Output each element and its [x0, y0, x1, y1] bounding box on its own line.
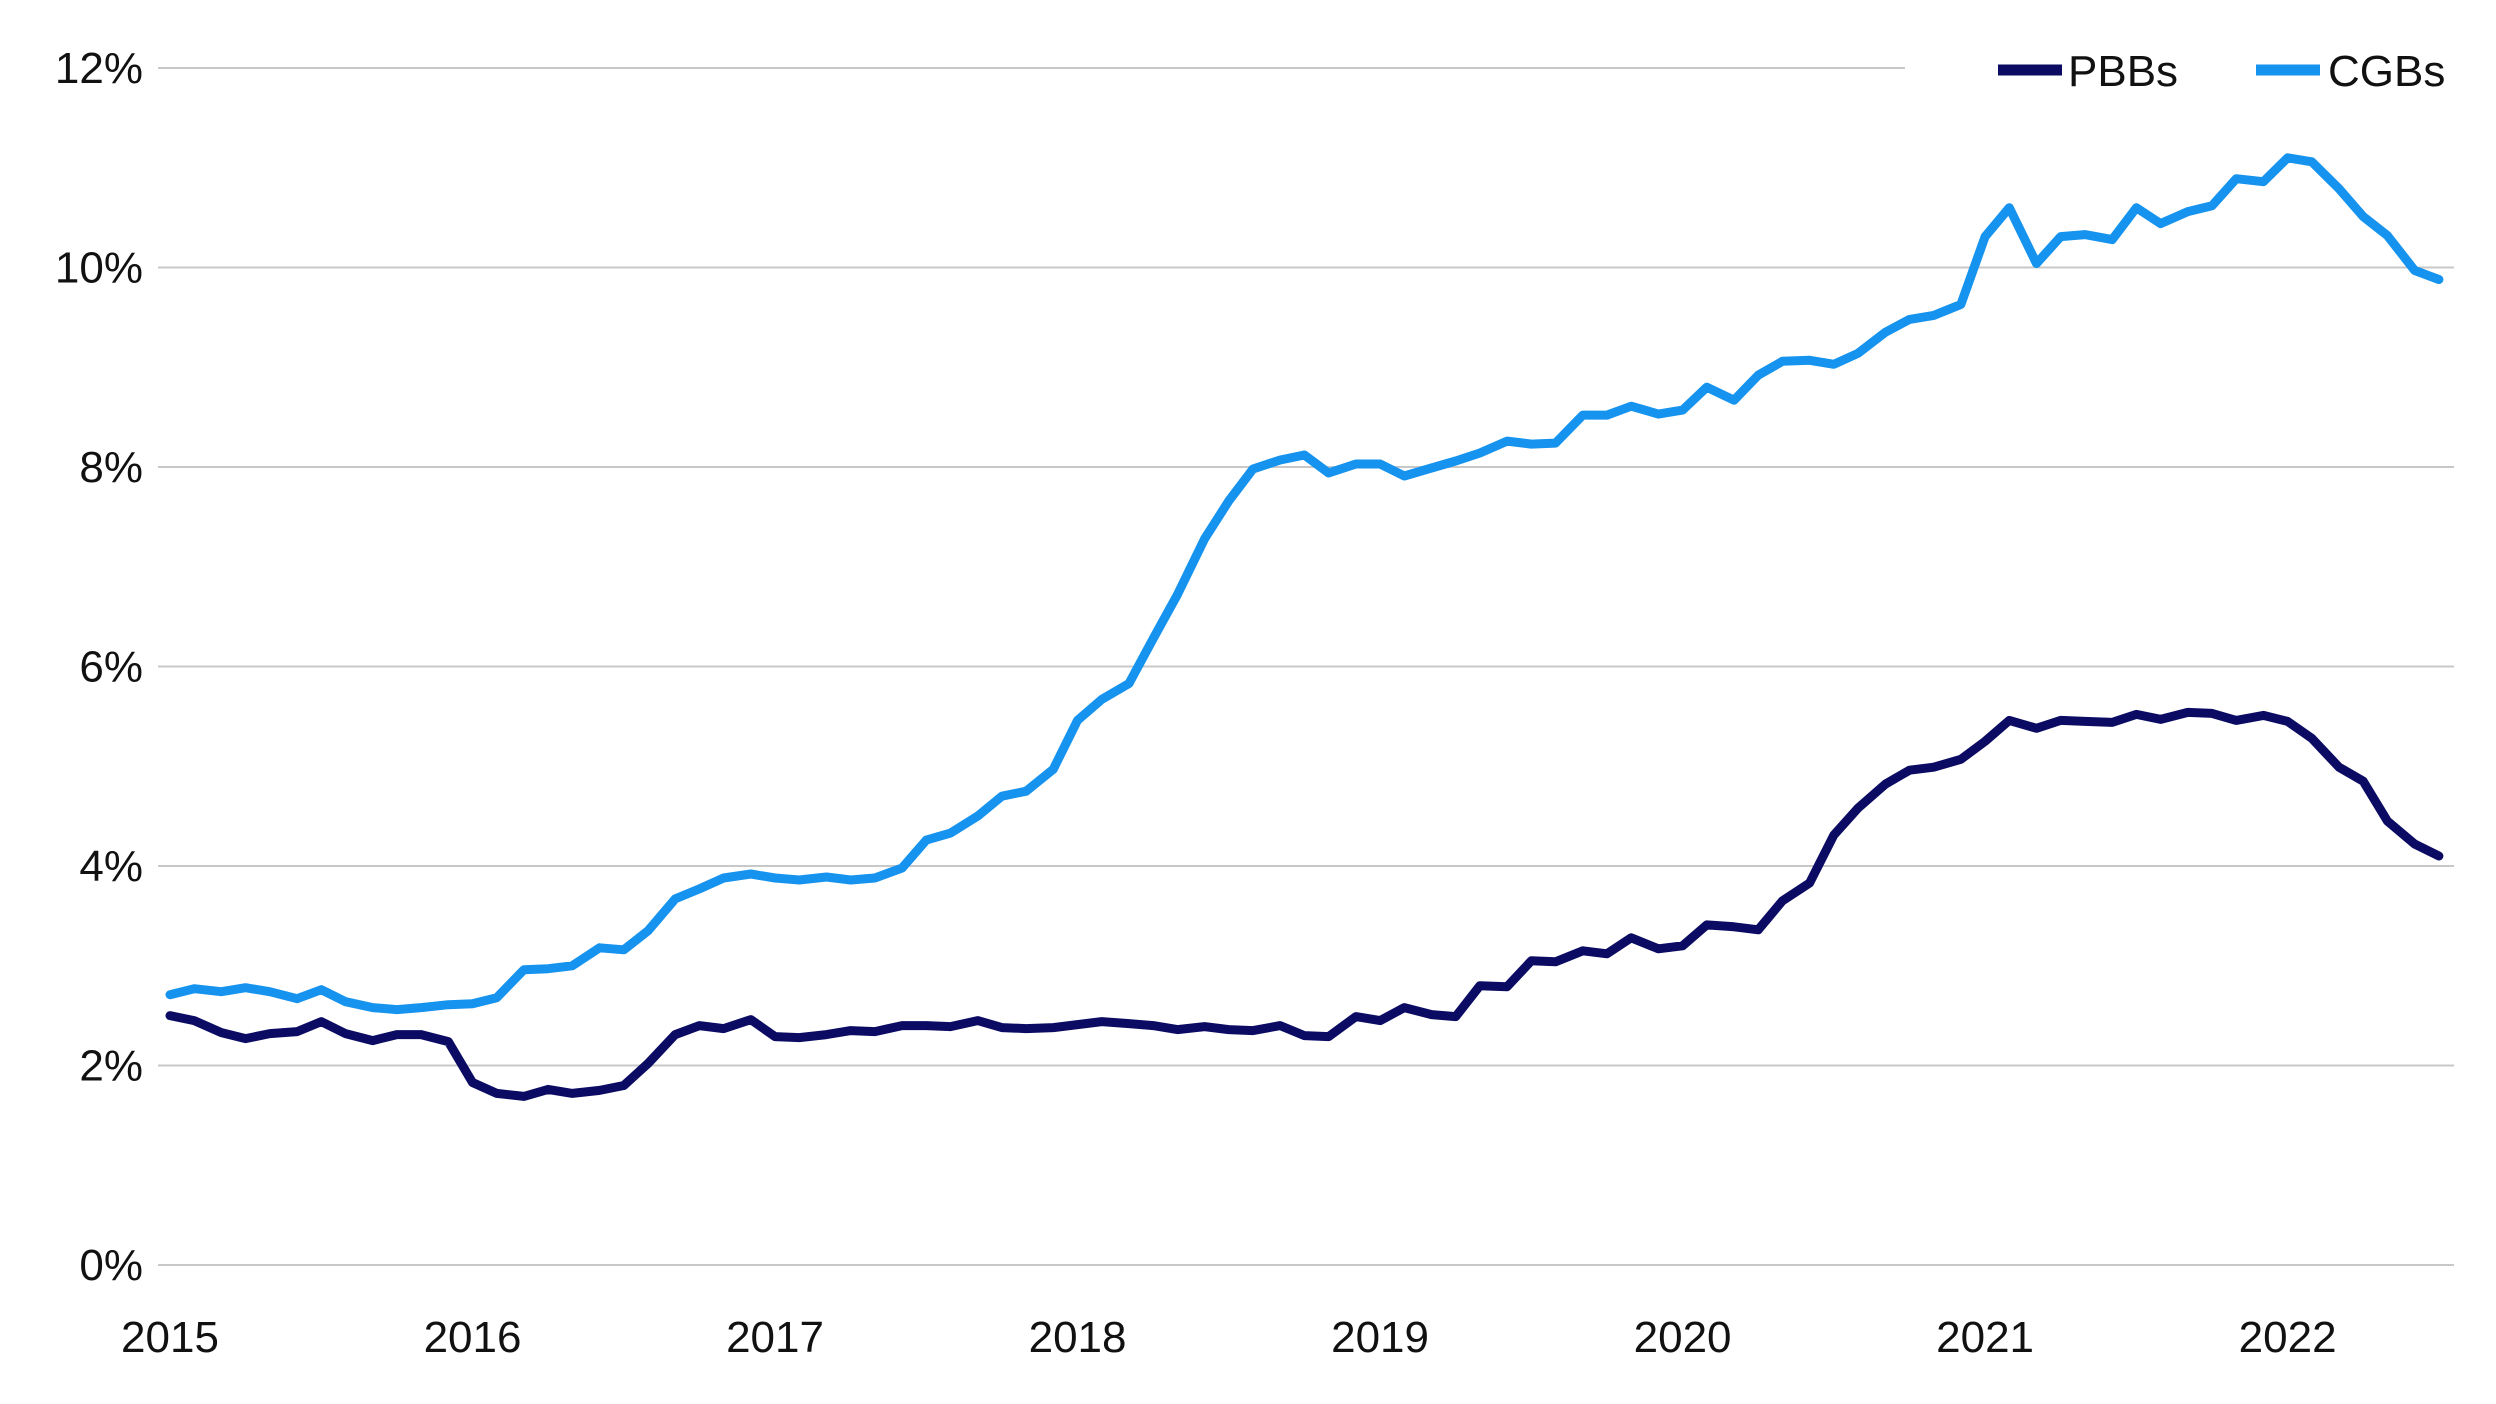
legend-label-pbbs: PBBs [2068, 47, 2178, 96]
y-tick-label: 10% [55, 244, 143, 293]
x-tick-label: 2016 [424, 1313, 522, 1362]
x-tick-label: 2021 [1936, 1313, 2034, 1362]
y-tick-label: 0% [79, 1241, 143, 1290]
x-tick-label: 2017 [726, 1313, 824, 1362]
x-tick-label: 2018 [1029, 1313, 1127, 1362]
y-tick-label: 2% [79, 1042, 143, 1091]
x-tick-label: 2022 [2239, 1313, 2337, 1362]
y-tick-label: 6% [79, 643, 143, 692]
legend: PBBs CGBs [1998, 47, 2445, 96]
x-tick-label: 2020 [1634, 1313, 1732, 1362]
series-line-cgbs [165, 153, 2444, 1015]
series-line-pbbs [165, 707, 2444, 1101]
series-lines [165, 153, 2444, 1101]
y-axis-tick-labels: 0% 2% 4% 6% 8% 10% 12% [55, 44, 143, 1290]
gridlines [158, 67, 2454, 1266]
x-tick-label: 2019 [1331, 1313, 1429, 1362]
y-tick-label: 8% [79, 443, 143, 492]
x-axis-tick-labels: 2015 2016 2017 2018 2019 2020 2021 2022 [121, 1313, 2337, 1362]
x-tick-label: 2015 [121, 1313, 219, 1362]
y-tick-label: 12% [55, 44, 143, 93]
y-tick-label: 4% [79, 842, 143, 891]
legend-label-cgbs: CGBs [2328, 47, 2445, 96]
